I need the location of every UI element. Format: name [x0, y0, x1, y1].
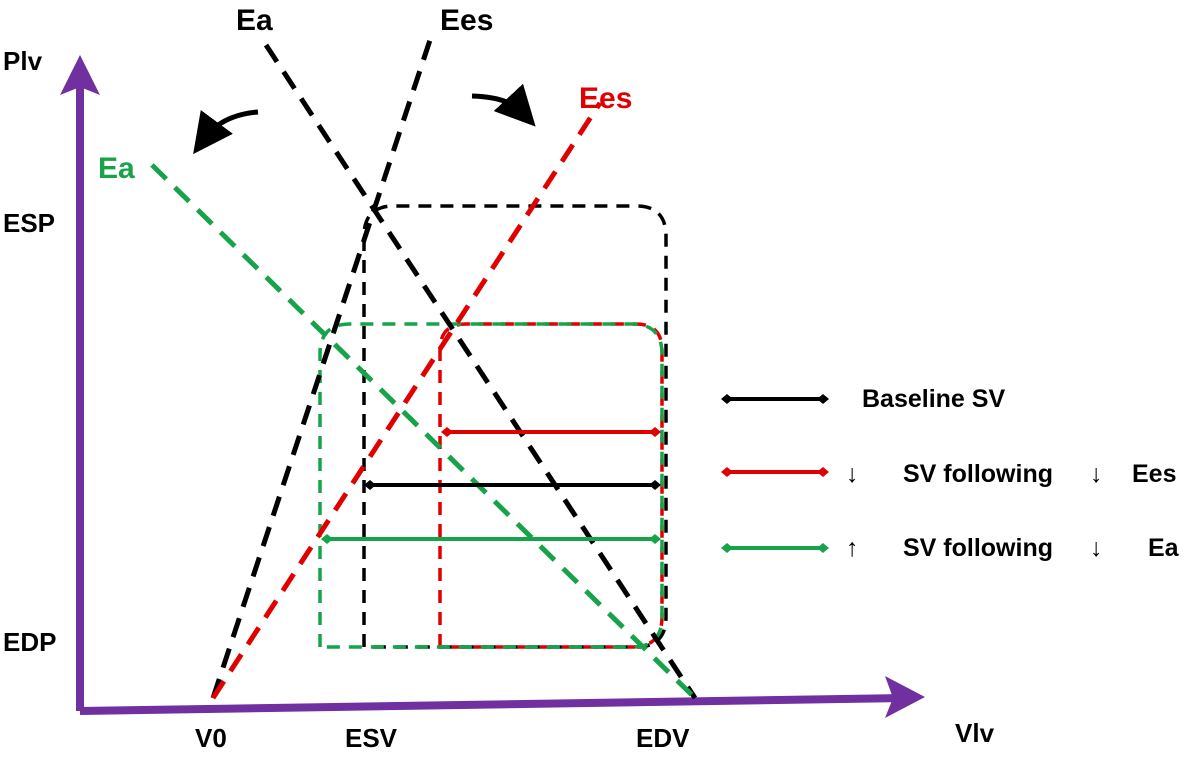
legend-ea-param: Ea	[1148, 534, 1180, 562]
legend: Baseline SV ↓ SV following ↓ Ees ↑ SV fo…	[721, 385, 1180, 562]
v0-tick-label: V0	[195, 723, 227, 753]
edv-tick-label: EDV	[636, 723, 690, 753]
ees-red-label: Ees	[579, 82, 632, 115]
legend-ees-param: Ees	[1132, 460, 1176, 488]
legend-swatch-ees-right	[817, 467, 829, 477]
legend-baseline-text: Baseline SV	[862, 385, 1005, 413]
ees-rotation-arrow	[471, 83, 536, 127]
legend-item-ees: ↓ SV following ↓ Ees	[721, 460, 1176, 488]
esp-tick-label: ESP	[3, 208, 55, 238]
legend-item-ea: ↑ SV following ↓ Ea	[721, 534, 1180, 562]
x-axis-label: Vlv	[955, 718, 995, 748]
edp-tick-label: EDP	[3, 627, 56, 657]
ees-black-line	[210, 39, 433, 699]
legend-swatch-baseline-right	[817, 394, 829, 404]
x-axis-arrowhead	[885, 676, 925, 718]
baseline-sv-bar-left-marker	[364, 480, 376, 490]
ees-red-line	[210, 101, 603, 700]
ea-black-line	[263, 43, 698, 700]
pv-loops	[318, 204, 668, 649]
ea-black-label: Ea	[236, 4, 273, 37]
x-axis-line	[79, 694, 906, 715]
ees-sv-bar-left-marker	[441, 427, 453, 437]
esv-tick-label: ESV	[345, 723, 398, 753]
legend-ea-arrow2: ↓	[1090, 534, 1103, 562]
legend-swatch-ea-left	[721, 543, 733, 553]
legend-ees-text: SV following	[903, 460, 1053, 488]
legend-item-baseline: Baseline SV	[721, 385, 1005, 413]
ea-green-label: Ea	[98, 152, 135, 185]
ees-sv-bar-right-marker	[649, 427, 661, 437]
axes	[60, 55, 925, 718]
legend-swatch-ea-right	[817, 543, 829, 553]
legend-swatch-baseline-left	[721, 394, 733, 404]
y-axis-arrowhead	[60, 55, 100, 95]
baseline-sv-bar-right-marker	[649, 480, 661, 490]
legend-ea-text: SV following	[903, 534, 1053, 562]
legend-ees-arrow: ↓	[846, 460, 859, 488]
legend-swatch-ees-left	[721, 467, 733, 477]
ees-black-label: Ees	[440, 4, 493, 37]
ea-rotation-arrow	[193, 109, 259, 155]
stroke-volume-bars	[321, 427, 661, 544]
elastance-lines	[150, 39, 698, 700]
ea-sv-bar-left-marker	[321, 534, 333, 544]
ea-sv-bar-right-marker	[649, 534, 661, 544]
y-axis-label: Plv	[3, 46, 43, 76]
legend-ees-arrow2: ↓	[1090, 460, 1103, 488]
rotation-arrows	[193, 83, 536, 155]
legend-ea-arrow: ↑	[846, 534, 859, 562]
